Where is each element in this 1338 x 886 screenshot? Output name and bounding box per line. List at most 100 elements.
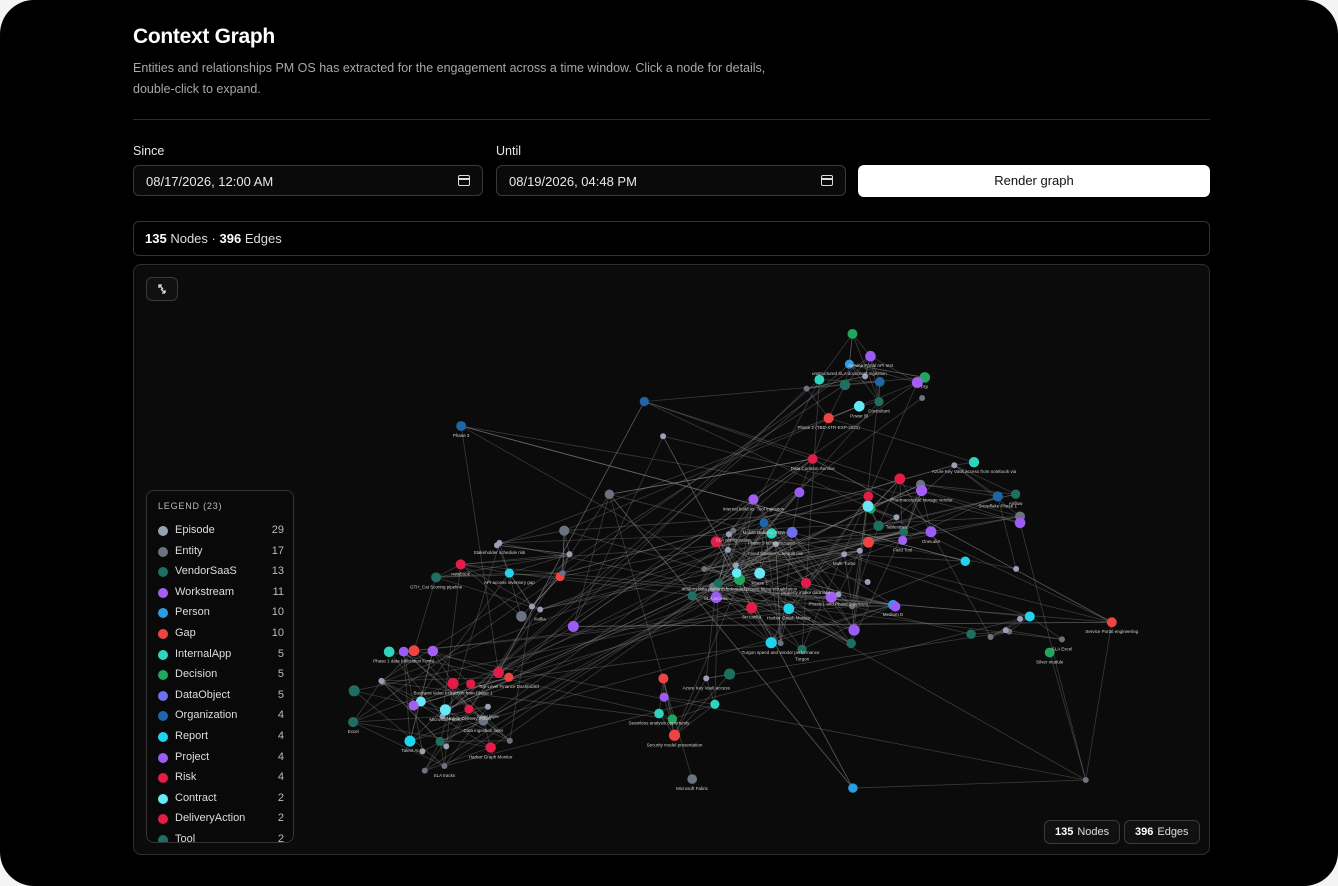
graph-node[interactable]: [466, 679, 476, 689]
graph-node[interactable]: [660, 433, 667, 440]
graph-node[interactable]: [559, 570, 566, 577]
graph-node[interactable]: [1024, 611, 1035, 622]
graph-node[interactable]: [658, 673, 669, 684]
graph-node[interactable]: [898, 535, 908, 545]
graph-node[interactable]: [1058, 636, 1065, 643]
legend-item[interactable]: VendorSaaS 13: [158, 563, 284, 583]
graph-node[interactable]: [874, 397, 884, 407]
graph-node[interactable]: [639, 396, 649, 407]
graph-node[interactable]: [725, 546, 732, 553]
legend-item[interactable]: DataObject 5: [158, 687, 284, 707]
graph-node[interactable]: [687, 774, 698, 784]
graph-node[interactable]: [919, 394, 926, 401]
calendar-icon[interactable]: [458, 175, 470, 186]
graph-node[interactable]: [893, 514, 900, 521]
graph-nodes[interactable]: [348, 328, 1117, 793]
graph-node[interactable]: [864, 579, 871, 586]
graph-node[interactable]: [419, 748, 426, 755]
graph-node[interactable]: [873, 520, 884, 532]
legend-item[interactable]: Entity 17: [158, 543, 284, 563]
legend-item[interactable]: Tool 2: [158, 831, 284, 842]
graph-node[interactable]: [1106, 617, 1117, 628]
graph-node[interactable]: [1013, 565, 1020, 572]
graph-node[interactable]: [443, 743, 450, 750]
graph-node[interactable]: [1014, 517, 1026, 529]
graph-node[interactable]: [865, 350, 876, 362]
graph-node[interactable]: [766, 528, 777, 539]
graph-node[interactable]: [404, 735, 416, 747]
graph-node[interactable]: [863, 491, 874, 502]
graph-node[interactable]: [493, 667, 504, 678]
graph-node[interactable]: [455, 559, 466, 570]
legend-item[interactable]: Person 10: [158, 604, 284, 624]
graph-node[interactable]: [835, 591, 842, 598]
legend-item[interactable]: InternalApp 5: [158, 646, 284, 666]
graph-node[interactable]: [431, 572, 442, 583]
graph-node[interactable]: [421, 767, 428, 774]
graph-node[interactable]: [825, 591, 837, 603]
graph-node[interactable]: [968, 457, 980, 468]
graph-node[interactable]: [844, 359, 854, 369]
graph-node[interactable]: [803, 385, 810, 392]
expand-button[interactable]: [146, 277, 178, 301]
graph-node[interactable]: [797, 644, 807, 655]
graph-node[interactable]: [731, 568, 742, 578]
graph-node[interactable]: [504, 568, 514, 578]
graph-node[interactable]: [853, 400, 865, 412]
graph-node[interactable]: [915, 484, 928, 497]
graph-node[interactable]: [765, 637, 777, 649]
graph-node[interactable]: [464, 704, 474, 714]
legend-item[interactable]: Project 4: [158, 749, 284, 769]
graph-node[interactable]: [447, 677, 459, 690]
legend-item[interactable]: Report 4: [158, 728, 284, 748]
legend-item[interactable]: Organization 4: [158, 707, 284, 727]
graph-network[interactable]: Medium D property intake data lakemodern …: [134, 265, 1210, 855]
graph-node[interactable]: [415, 696, 426, 707]
legend-item[interactable]: Decision 5: [158, 666, 284, 686]
graph-node[interactable]: [348, 717, 359, 728]
graph-node[interactable]: [847, 328, 858, 339]
graph-node[interactable]: [911, 376, 923, 389]
graph-node[interactable]: [710, 699, 720, 709]
graph-node[interactable]: [408, 700, 419, 711]
graph-node[interactable]: [398, 646, 409, 657]
graph-node[interactable]: [559, 525, 570, 536]
graph-node[interactable]: [1017, 615, 1024, 622]
graph-node[interactable]: [427, 645, 439, 657]
graph-node[interactable]: [701, 566, 708, 573]
graph-node[interactable]: [987, 633, 994, 640]
graph-node[interactable]: [841, 551, 848, 558]
graph-node[interactable]: [992, 491, 1003, 502]
graph-node[interactable]: [668, 729, 681, 741]
graph-node[interactable]: [732, 562, 739, 569]
graph-node[interactable]: [408, 645, 420, 657]
graph-node[interactable]: [856, 547, 863, 554]
graph-node[interactable]: [516, 610, 527, 622]
graph-node[interactable]: [754, 567, 766, 579]
legend-item[interactable]: Risk 4: [158, 769, 284, 789]
graph-node[interactable]: [1010, 489, 1021, 499]
graph-node[interactable]: [800, 577, 812, 589]
graph-node[interactable]: [687, 591, 697, 601]
graph-node[interactable]: [1044, 647, 1055, 658]
graph-node[interactable]: [730, 527, 737, 534]
graph-node[interactable]: [504, 672, 514, 682]
graph-node[interactable]: [777, 640, 784, 647]
graph-node[interactable]: [506, 737, 513, 744]
graph-node[interactable]: [783, 603, 795, 615]
graph-node[interactable]: [496, 539, 503, 546]
graph-node[interactable]: [862, 500, 874, 512]
graph-node[interactable]: [875, 377, 885, 387]
graph-node[interactable]: [772, 541, 779, 548]
graph-node[interactable]: [667, 714, 678, 724]
graph-node[interactable]: [746, 602, 758, 614]
graph-node[interactable]: [456, 421, 467, 431]
graph-node[interactable]: [748, 494, 759, 505]
legend-item[interactable]: Workstream 11: [158, 584, 284, 604]
render-graph-button[interactable]: Render graph: [858, 165, 1210, 197]
graph-node[interactable]: [1082, 777, 1089, 784]
legend-item[interactable]: Gap 10: [158, 625, 284, 645]
graph-node[interactable]: [703, 675, 710, 682]
graph-node[interactable]: [724, 668, 736, 680]
graph-node[interactable]: [807, 454, 818, 464]
